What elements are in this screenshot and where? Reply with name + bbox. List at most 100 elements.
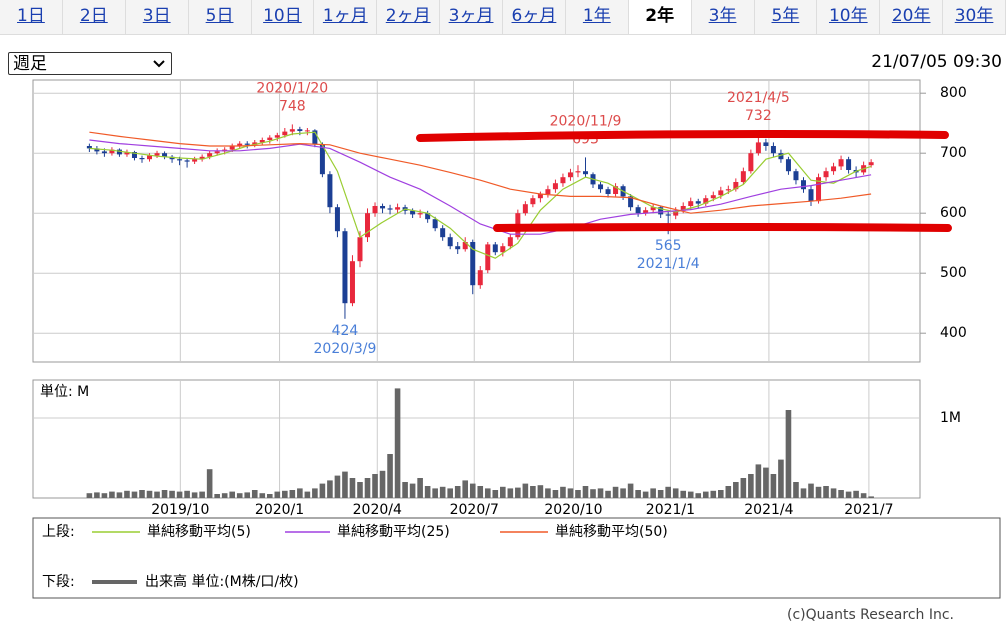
volume-bar: [206, 469, 213, 498]
volume-bar: [620, 488, 626, 498]
candle-body: [492, 244, 498, 253]
period-tab[interactable]: 1日: [0, 0, 63, 34]
period-tab[interactable]: 3年: [692, 0, 755, 34]
volume-bar: [725, 486, 732, 498]
volume-bar: [139, 490, 145, 498]
volume-bar: [800, 488, 807, 498]
volume-bar: [199, 491, 205, 498]
candle-body: [139, 158, 145, 160]
volume-bar: [590, 489, 596, 498]
period-tab[interactable]: 1ヶ月: [314, 0, 378, 34]
volume-bar: [109, 491, 115, 498]
candle-body: [643, 210, 649, 214]
period-tab[interactable]: 3ヶ月: [440, 0, 503, 34]
period-tab[interactable]: 10日: [252, 0, 315, 34]
volume-bar: [327, 480, 333, 498]
candle-body: [410, 210, 416, 215]
period-tab[interactable]: 5年: [755, 0, 818, 34]
candle-body: [605, 189, 611, 194]
volume-bar: [342, 471, 348, 498]
volume-bar: [266, 494, 273, 498]
candle-body: [297, 129, 303, 131]
period-tab[interactable]: 1年: [566, 0, 629, 34]
volume-bar: [176, 491, 183, 498]
y-tick-label: 800: [940, 85, 967, 101]
timestamp: 21/07/05 09:30: [871, 52, 1002, 72]
volume-bar: [236, 493, 243, 498]
candle-body: [733, 182, 739, 190]
candle-body: [184, 160, 190, 162]
x-tick-label: 2021/7: [844, 502, 893, 518]
period-tab[interactable]: 6ヶ月: [503, 0, 566, 34]
candle-body: [703, 198, 709, 204]
candle-body: [695, 201, 701, 204]
volume-bar: [462, 480, 469, 498]
candle-body: [470, 242, 476, 286]
period-tab[interactable]: 2ヶ月: [377, 0, 441, 34]
volume-bar: [838, 490, 844, 498]
period-tab[interactable]: 2日: [63, 0, 126, 34]
volume-bar: [101, 493, 108, 498]
period-tab[interactable]: 20年: [880, 0, 944, 34]
candle-body: [244, 143, 250, 145]
candle-body: [252, 142, 258, 145]
y-tick-label: 700: [940, 145, 967, 161]
volume-bar: [116, 492, 123, 498]
volume-bar: [695, 493, 702, 498]
volume-bar: [146, 490, 153, 498]
volume-bar: [845, 491, 852, 498]
annotation-date: 2021/4/5: [727, 90, 790, 106]
candle-body: [613, 186, 619, 194]
volume-bar: [304, 491, 311, 498]
period-tab[interactable]: 5日: [189, 0, 252, 34]
moving-average-line: [89, 131, 872, 214]
period-tab[interactable]: 2年: [628, 0, 692, 34]
volume-bar: [387, 454, 393, 498]
volume-bar: [477, 486, 484, 498]
hand-drawn-line: [493, 223, 952, 232]
volume-bar: [334, 475, 341, 498]
volume-bar: [793, 482, 799, 498]
volume-unit-label: 単位: M: [40, 384, 89, 400]
volume-bar: [853, 490, 859, 498]
volume-bar: [687, 491, 694, 498]
volume-bar: [770, 474, 777, 498]
volume-bar: [214, 494, 220, 498]
volume-bar: [454, 486, 461, 498]
volume-bar: [244, 492, 251, 498]
y-tick-label: 600: [940, 205, 967, 221]
candle-body: [131, 152, 137, 158]
volume-bar: [860, 493, 867, 498]
period-select[interactable]: 週足: [8, 52, 172, 75]
volume-bar: [282, 490, 288, 498]
y-tick-label: 1M: [940, 410, 961, 426]
candle-body: [816, 177, 822, 202]
candle-body: [560, 177, 566, 184]
volume-bar: [439, 486, 446, 498]
candle-body: [229, 146, 235, 150]
annotation-date: 2021/1/4: [637, 256, 700, 272]
period-tab[interactable]: 3日: [126, 0, 189, 34]
candle-body: [688, 201, 694, 206]
candle-body: [748, 153, 754, 172]
candle-body: [147, 155, 153, 160]
candle-body: [154, 153, 160, 156]
volume-bar: [605, 490, 611, 498]
candle-body: [214, 151, 220, 154]
volume-bar: [251, 490, 258, 498]
volume-bar: [785, 410, 792, 498]
volume-bar: [94, 492, 100, 498]
volume-bar: [597, 488, 604, 498]
volume-bar: [823, 486, 829, 498]
select-text: 週足: [13, 54, 47, 74]
volume-bar: [680, 490, 687, 498]
period-tab[interactable]: 10年: [817, 0, 881, 34]
volume-bar: [808, 483, 814, 498]
volume-bar: [492, 490, 499, 498]
y-tick-label: 400: [940, 325, 967, 341]
candle-body: [289, 129, 295, 132]
candle-body: [785, 159, 791, 172]
candle-body: [500, 246, 506, 253]
